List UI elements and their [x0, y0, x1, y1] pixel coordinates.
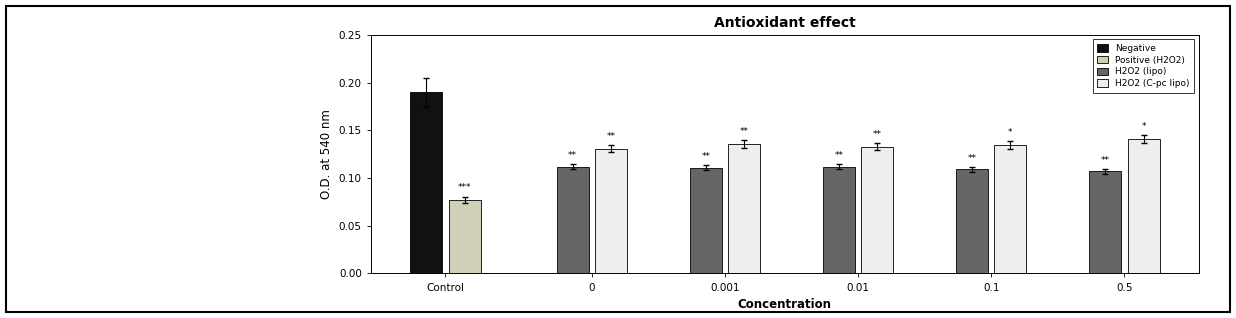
Text: *: * — [1009, 128, 1012, 137]
Bar — [1089, 171, 1121, 273]
Text: **: ** — [739, 127, 749, 136]
Bar — [728, 144, 760, 273]
Bar — [861, 147, 894, 273]
Legend: Negative, Positive (H2O2), H2O2 (lipo), H2O2 (C-pc lipo): Negative, Positive (H2O2), H2O2 (lipo), … — [1093, 39, 1194, 93]
Text: **: ** — [873, 130, 881, 139]
Text: **: ** — [968, 154, 976, 163]
Text: **: ** — [569, 151, 577, 160]
Bar — [690, 168, 722, 273]
Text: **: ** — [834, 151, 843, 160]
Bar — [410, 92, 442, 273]
Bar — [957, 169, 988, 273]
Text: ***: *** — [457, 183, 471, 192]
Text: **: ** — [1101, 156, 1110, 165]
Bar — [449, 200, 481, 273]
Bar — [556, 167, 588, 273]
Bar — [595, 149, 627, 273]
Text: *: * — [1141, 122, 1146, 131]
X-axis label: Concentration: Concentration — [738, 298, 832, 311]
Bar — [823, 167, 855, 273]
Title: Antioxidant effect: Antioxidant effect — [714, 16, 855, 30]
Bar — [995, 145, 1026, 273]
Text: **: ** — [701, 152, 711, 161]
Y-axis label: O.D. at 540 nm: O.D. at 540 nm — [320, 109, 332, 199]
Bar — [1127, 139, 1159, 273]
Text: **: ** — [607, 132, 616, 141]
